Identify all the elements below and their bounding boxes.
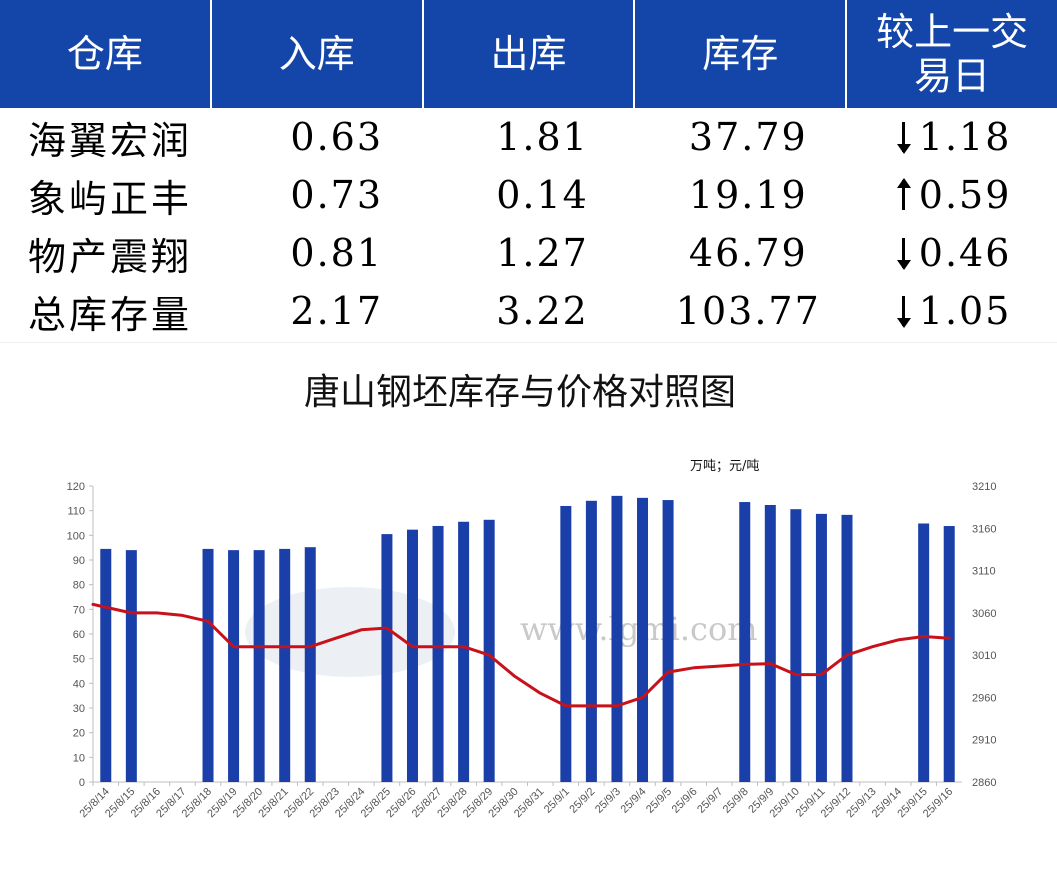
y-right-tick-label: 3010 [972,650,996,662]
y-left-tick-label: 70 [73,604,85,616]
bar [585,500,597,782]
bar [279,548,291,782]
y-left-tick-label: 20 [73,728,85,740]
x-tick-label: 25/9/6 [670,786,700,816]
y-right-tick-label: 2860 [972,777,996,789]
stock-value: 46.79 [688,231,808,275]
arrow-up-icon [896,178,911,212]
warehouse-name: 象屿正丰 [28,176,193,221]
bar [943,526,955,782]
bar [458,521,470,782]
y-right-tick-label: 3210 [972,481,996,493]
price-line [91,602,951,708]
inbound-value: 0.81 [290,231,383,275]
bar [228,550,240,782]
x-tick-label: 25/9/1 [542,786,572,816]
table-header: 仓库 入库 出库 库存 较上一交易日 [0,0,1057,108]
y-left-tick-label: 0 [79,777,85,789]
change-cell: 0.46 [851,231,1057,275]
change-value: 1.05 [918,289,1012,333]
bar [253,550,265,782]
bar [739,502,751,782]
bar [662,500,674,782]
y-left-tick-label: 110 [67,506,85,518]
x-tick-label: 25/9/5 [644,786,674,816]
outbound-value: 1.81 [496,115,589,159]
table-row: 物产震翔 0.81 1.27 46.79 0.46 [0,224,1057,282]
y-right-tick-label: 3060 [972,608,996,620]
outbound-value: 0.14 [496,173,589,217]
warehouse-name: 物产震翔 [28,234,193,279]
bar [100,548,112,782]
change-value: 1.18 [918,115,1012,159]
change-cell: 1.18 [851,115,1057,159]
outbound-value: 3.22 [496,289,589,333]
stock-value: 19.19 [688,173,808,217]
x-tick-label: 25/9/2 [567,786,597,816]
y-left-tick-label: 30 [73,703,85,715]
warehouse-name: 总库存量 [28,292,193,337]
bar [125,550,137,782]
bar [202,548,214,782]
y-right-tick-label: 3110 [972,566,996,578]
arrow-down-icon [896,236,911,270]
change-value: 0.46 [918,231,1012,275]
y-left-tick-label: 120 [67,481,85,493]
stock-value: 103.77 [675,289,821,333]
y-right-tick-label: 2910 [972,735,996,747]
chart-area [0,342,1057,896]
arrow-down-icon [896,294,911,328]
bar [406,529,418,782]
warehouse-name: 海翼宏润 [28,118,193,163]
table-row: 海翼宏润 0.63 1.81 37.79 1.18 [0,108,1057,166]
bar [381,534,393,782]
bar [815,513,827,782]
x-tick-label: 25/9/3 [593,786,623,816]
inbound-value: 0.63 [290,115,383,159]
y-right-tick-label: 3160 [972,523,996,535]
bar [432,525,444,782]
stock-value: 37.79 [688,115,808,159]
change-cell: 0.59 [851,173,1057,217]
change-cell: 1.05 [851,289,1057,333]
arrow-down-icon [896,120,911,154]
inbound-value: 2.17 [290,289,383,333]
outbound-value: 1.27 [496,231,589,275]
x-tick-label: 25/9/4 [619,786,649,816]
header-change: 较上一交易日 [876,10,1029,98]
y-left-tick-label: 50 [73,654,85,666]
chart-title: 唐山钢坯库存与价格对照图 [303,372,736,413]
bar [918,523,930,782]
y-left-tick-label: 40 [73,678,85,690]
x-tick-label: 25/9/7 [695,786,725,816]
bar [790,509,802,782]
header-stock: 库存 [635,0,848,108]
bar [841,514,853,782]
change-value: 0.59 [918,173,1012,217]
inventory-table: 仓库 入库 出库 库存 较上一交易日 海翼宏润 0.63 1.81 37.79 1.18… [0,0,1057,340]
bar [560,505,572,782]
bar [483,519,495,782]
x-tick-label: 25/9/8 [721,786,751,816]
bar [637,497,649,782]
header-outbound: 出库 [424,0,636,108]
y-left-tick-label: 100 [67,530,85,542]
y-left-tick-label: 80 [73,580,85,592]
bar [611,495,623,782]
bar [764,504,776,782]
unit-label: 万吨；元/吨 [690,459,759,474]
inbound-value: 0.73 [290,173,383,217]
y-left-tick-label: 10 [73,752,85,764]
table-row: 象屿正丰 0.73 0.14 19.19 0.59 [0,166,1057,224]
y-left-tick-label: 90 [73,555,85,567]
bar [304,547,316,782]
table-row: 总库存量 2.17 3.22 103.77 1.05 [0,282,1057,340]
y-right-tick-label: 2960 [972,692,996,704]
header-inbound: 入库 [212,0,424,108]
y-left-tick-label: 60 [73,629,85,641]
header-warehouse: 仓库 [0,0,212,108]
